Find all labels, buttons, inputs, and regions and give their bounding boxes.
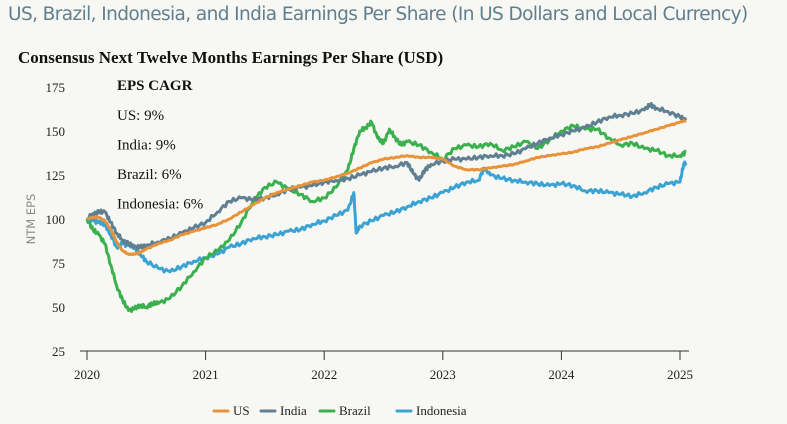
x-tick-label: 2023: [430, 367, 456, 382]
y-tick-label: 175: [46, 80, 66, 95]
x-tick-label: 2024: [548, 367, 575, 382]
x-tick-label: 2020: [74, 367, 100, 382]
legend-item-us[interactable]: US: [212, 403, 250, 418]
legend-item-india[interactable]: India: [259, 403, 307, 418]
annotation-line: India: 9%: [117, 138, 176, 154]
legend-label: Indonesia: [416, 403, 467, 418]
legend-label: India: [280, 403, 307, 418]
y-tick-label: 150: [46, 124, 66, 139]
x-axis: 2020 2021 2022 2023 2024 2025: [74, 350, 693, 382]
legend-label: Brazil: [339, 403, 371, 418]
y-tick-label: 100: [46, 212, 66, 227]
legend-label: US: [233, 403, 250, 418]
y-tick-label: 25: [52, 344, 65, 359]
annotation-line: Brazil: 6%: [117, 167, 182, 183]
series-line-us: [86, 119, 687, 257]
series-lines: [85, 102, 688, 313]
x-tick-label: 2025: [667, 367, 693, 382]
series-line-brazil: [85, 119, 687, 313]
annotation-title: EPS CAGR: [117, 78, 193, 94]
y-axis: 25 50 75 100 125 150 175: [46, 80, 66, 359]
y-tick-label: 125: [46, 168, 66, 183]
y-tick-label: 50: [52, 300, 65, 315]
chart-subtitle: Consensus Next Twelve Months Earnings Pe…: [18, 48, 444, 67]
y-axis-label: NTM EPS: [24, 194, 38, 245]
page-title: US, Brazil, Indonesia, and India Earning…: [8, 4, 748, 25]
x-tick-label: 2022: [311, 367, 337, 382]
y-tick-label: 75: [52, 256, 65, 271]
legend: US India Brazil Indonesia: [212, 403, 467, 418]
series-line-indonesia: [85, 160, 688, 274]
legend-item-brazil[interactable]: Brazil: [318, 403, 371, 418]
annotation-line: US: 9%: [117, 108, 164, 124]
cagr-annotation: EPS CAGR US: 9% India: 9% Brazil: 6% Indones…: [117, 78, 203, 213]
x-tick-label: 2021: [193, 367, 219, 382]
annotation-line: Indonesia: 6%: [117, 197, 203, 213]
legend-item-indonesia[interactable]: Indonesia: [395, 403, 467, 418]
series-line-india: [86, 102, 688, 251]
